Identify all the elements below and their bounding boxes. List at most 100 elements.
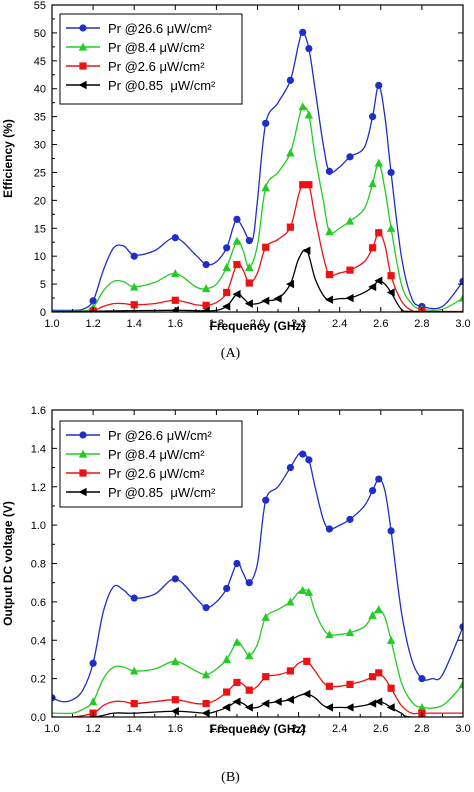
data-point <box>130 666 139 675</box>
data-point <box>459 623 463 631</box>
data-point <box>222 262 231 271</box>
data-point <box>299 28 307 36</box>
data-point <box>345 628 355 637</box>
data-point <box>304 587 314 596</box>
data-point <box>386 635 396 644</box>
series-3 <box>52 689 463 717</box>
data-point <box>202 260 210 269</box>
data-point <box>245 262 254 271</box>
series-line <box>52 589 463 715</box>
legend-label: Pr @8.4 μW/cm² <box>108 40 205 55</box>
data-point <box>375 229 383 237</box>
legend-label: Pr @8.4 μW/cm² <box>108 447 205 462</box>
legend-swatch-marker <box>79 469 87 477</box>
data-point <box>325 630 334 639</box>
data-point <box>299 181 307 189</box>
data-point <box>223 584 231 593</box>
data-point <box>89 297 97 305</box>
data-point <box>244 703 253 712</box>
data-point <box>232 289 241 299</box>
data-point <box>375 81 383 89</box>
data-point <box>368 179 377 188</box>
x-tick-label: 2.2 <box>291 723 306 735</box>
data-point <box>387 684 395 692</box>
data-point <box>245 651 254 660</box>
data-point <box>368 113 377 121</box>
data-point <box>325 682 334 690</box>
data-point <box>325 295 334 304</box>
y-tick-label: 50 <box>34 28 46 40</box>
data-point <box>346 266 354 274</box>
data-point <box>345 293 354 303</box>
data-point <box>130 301 138 309</box>
x-tick-label: 2.8 <box>414 318 429 330</box>
legend-swatch-marker <box>79 431 87 439</box>
data-point <box>325 227 334 236</box>
data-point <box>458 293 463 302</box>
x-tick-label: 2.0 <box>250 318 265 330</box>
legend: Pr @26.6 μW/cm² Pr @8.4 μW/cm² Pr @2.6 μW/… <box>59 13 243 105</box>
data-point <box>222 703 231 712</box>
series-0 <box>52 450 463 703</box>
data-point <box>345 703 354 712</box>
y-tick-label: 45 <box>34 56 46 68</box>
data-point <box>286 223 294 231</box>
y-tick-label: 20 <box>34 195 46 207</box>
x-tick-label: 1.8 <box>209 723 224 735</box>
data-point <box>304 110 314 119</box>
legend-entry: Pr @26.6 μW/cm² <box>66 428 212 443</box>
y-tick-label: 0.6 <box>31 597 46 609</box>
y-tick-label: 55 <box>34 0 46 12</box>
data-point <box>298 102 307 111</box>
x-tick-label: 1.6 <box>168 318 183 330</box>
data-point <box>130 282 139 291</box>
data-point <box>201 670 211 679</box>
data-point <box>171 296 179 304</box>
data-point <box>262 243 270 251</box>
data-point <box>374 276 383 285</box>
x-axis-title: Frequency (GHz) <box>209 722 305 736</box>
data-point <box>171 269 180 278</box>
data-point <box>374 697 383 706</box>
data-point <box>261 699 270 708</box>
data-point <box>458 679 463 688</box>
data-point <box>273 697 282 706</box>
data-point <box>387 168 395 177</box>
y-tick-label: 10 <box>34 251 46 263</box>
data-point <box>387 527 395 535</box>
y-tick-label: 0 <box>40 307 46 319</box>
legend-box <box>59 13 243 105</box>
data-point <box>245 236 253 245</box>
data-point <box>223 244 231 252</box>
data-point <box>233 559 241 568</box>
data-point <box>387 272 395 280</box>
y-tick-label: 1.0 <box>31 520 46 532</box>
data-point <box>305 456 313 464</box>
data-point <box>130 699 138 708</box>
y-tick-label: 1.2 <box>31 482 46 494</box>
data-point <box>171 656 180 665</box>
y-axis-title: Output DC voltage (V) <box>1 501 15 626</box>
y-tick-label: 40 <box>34 84 46 96</box>
data-point <box>262 673 270 681</box>
data-point <box>245 686 253 694</box>
x-tick-label: 1.0 <box>44 723 59 735</box>
data-point <box>286 597 295 606</box>
legend-label: Pr @26.6 μW/cm² <box>108 21 212 36</box>
data-point <box>346 153 354 161</box>
legend-entry: Pr @26.6 μW/cm² <box>66 21 212 36</box>
data-point <box>325 271 334 279</box>
chart-panel-a: 1.0 1.2 1.4 1.6 1.8 2.0 2.2 2.4 2.6 2.8 3.0 0 5 10 15 2… <box>1 0 471 361</box>
legend-swatch-marker <box>78 487 87 497</box>
data-point <box>222 655 231 664</box>
x-tick-label: 1.0 <box>44 318 59 330</box>
data-point <box>223 288 231 297</box>
data-point <box>201 708 210 717</box>
data-point <box>325 167 334 175</box>
data-point <box>261 612 270 621</box>
data-point <box>201 306 210 312</box>
data-point <box>202 301 210 309</box>
y-tick-label: 0.4 <box>31 635 46 647</box>
data-point <box>244 299 253 308</box>
